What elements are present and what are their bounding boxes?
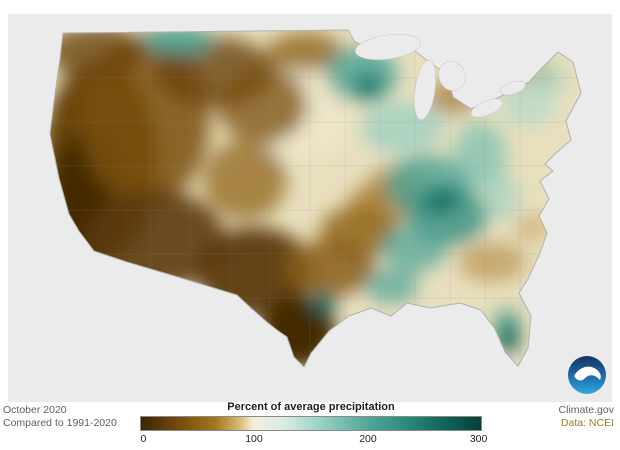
map-area [8, 14, 612, 402]
legend-tick-0: 0 [140, 433, 147, 445]
noaa-logo[interactable] [567, 355, 607, 395]
legend-tick-200: 200 [359, 433, 377, 445]
source-site[interactable]: Climate.gov [558, 404, 614, 416]
legend: Percent of average precipitation 0 100 2… [140, 401, 487, 447]
map-date: October 2020 [3, 404, 67, 416]
source-data: Data: NCEI [560, 417, 614, 429]
state-borders [50, 30, 581, 367]
noaa-gull-icon [574, 366, 601, 381]
great-lakes [355, 34, 526, 120]
map-baseline: Compared to 1991-2020 [3, 417, 117, 429]
legend-tick-100: 100 [245, 433, 263, 445]
legend-tick-300: 300 [469, 433, 488, 445]
legend-colorbar [140, 416, 482, 431]
us-precipitation-map [8, 14, 612, 402]
legend-title: Percent of average precipitation [227, 401, 395, 413]
map-caption-right: Climate.gov Data: NCEI [559, 404, 614, 430]
legend-tick-labels: 0 100 200 300 [140, 433, 487, 447]
noaa-logo-emblem [568, 356, 606, 394]
map-caption-left: October 2020 Compared to 1991-2020 [3, 404, 117, 430]
